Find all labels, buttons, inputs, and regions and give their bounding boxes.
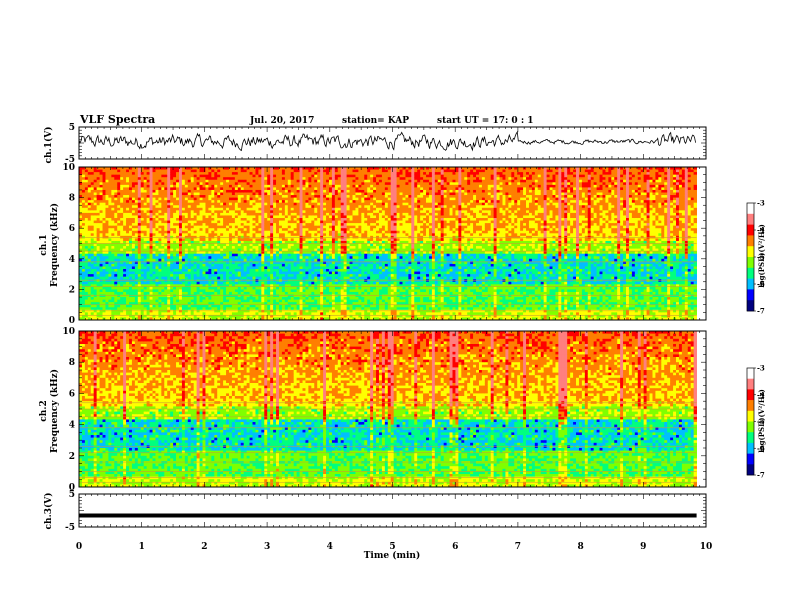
x-tick-label: 8	[577, 542, 583, 552]
x-tick-label: 6	[452, 542, 458, 552]
colorbar-tick-label: -7	[757, 307, 765, 316]
y-tick-label: 4	[69, 421, 75, 431]
x-tick-label: 10	[700, 542, 713, 552]
ch1-frequency-ylabel: Frequency (kHz)	[49, 203, 60, 287]
y-tick-label: 2	[69, 452, 75, 462]
colorbar-tick-label: -3	[757, 199, 765, 208]
x-tick-label: 9	[640, 542, 646, 552]
colorbar-tick-label: -7	[757, 471, 765, 480]
ch1-waveform-trace	[79, 132, 696, 151]
y-tick-label: 6	[69, 224, 75, 234]
y-tick-label: -5	[65, 523, 75, 533]
start-time-label: start UT = 17: 0 : 1	[437, 116, 534, 126]
y-tick-label: 5	[69, 123, 75, 133]
x-tick-label: 3	[264, 542, 270, 552]
panel-ch3-waveform: 5 -5	[65, 490, 706, 533]
x-tick-label: 7	[515, 542, 521, 552]
vlf-spectra-figure: VLF Spectra Jul. 20, 2017 station= KAP s…	[0, 0, 792, 612]
ch1-waveform-ylabel: ch.1(V)	[43, 127, 54, 164]
y-tick-label: 8	[69, 358, 75, 368]
x-axis-label: Time (min)	[364, 550, 421, 561]
ch2-frequency-ylabel: Frequency (kHz)	[49, 369, 60, 453]
figure-title: VLF Spectra	[79, 113, 155, 126]
date-label: Jul. 20, 2017	[249, 116, 314, 126]
x-tick-label: 0	[76, 542, 82, 552]
y-tick-label: 8	[69, 194, 75, 204]
colorbar-ch1-label: log(PSD)(V²/Hz)	[757, 224, 766, 288]
y-tick-label: 10	[62, 163, 75, 173]
ch2-spectrogram-ylabel: ch.2	[39, 400, 49, 421]
y-tick-label: 5	[69, 490, 75, 500]
colorbar-ch2-label: log(PSD)(V²/Hz)	[757, 389, 766, 453]
x-tick-label: 4	[327, 542, 333, 552]
ch1-spectrogram-ylabel: ch.1	[39, 234, 49, 255]
y-tick-label: 6	[69, 389, 75, 399]
y-tick-label: 2	[69, 285, 75, 295]
station-label: station= KAP	[342, 116, 409, 126]
colorbar-tick-label: -3	[757, 364, 765, 373]
x-tick-label: 1	[139, 542, 145, 552]
y-tick-label: 0	[69, 316, 75, 326]
y-tick-label: 4	[69, 255, 75, 265]
panel-ch1-waveform: 5-5	[65, 123, 706, 165]
y-tick-label: 10	[62, 327, 75, 337]
ch3-waveform-ylabel: ch.3(V)	[43, 493, 54, 530]
x-tick-label: 2	[201, 542, 207, 552]
panel-ch1-spectrogram: 10 8 6 4 2 0	[62, 163, 706, 326]
